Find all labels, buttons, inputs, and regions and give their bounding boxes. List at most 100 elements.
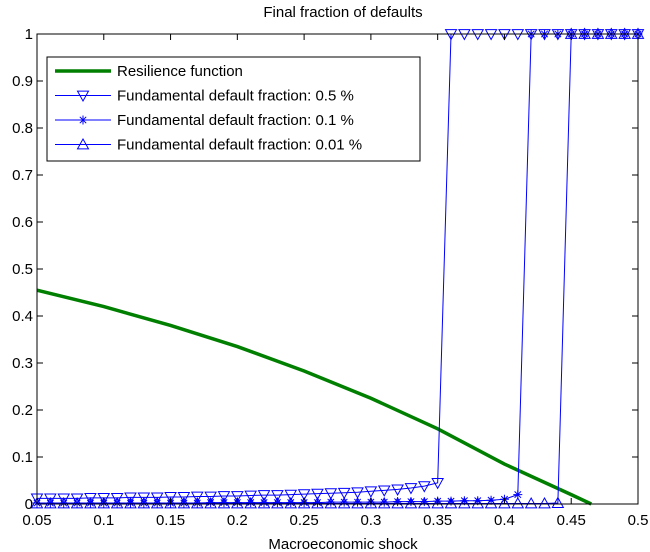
data-point-3-8 xyxy=(137,497,151,509)
x-tick-label: 0.35 xyxy=(423,512,452,529)
data-point-1-28 xyxy=(404,483,418,495)
data-point-3-12 xyxy=(190,497,204,509)
data-point-3-43 xyxy=(604,27,618,39)
data-point-1-27 xyxy=(391,484,404,496)
data-point-2-26 xyxy=(379,497,389,507)
legend-item-0: Resilience function xyxy=(55,63,243,80)
data-point-1-29 xyxy=(417,481,431,493)
data-point-3-35 xyxy=(498,497,511,509)
data-point-2-28 xyxy=(406,497,416,507)
data-point-3-5 xyxy=(97,497,111,509)
legend-marker xyxy=(78,115,88,125)
y-tick-label: 0.9 xyxy=(12,73,33,90)
data-point-1-12 xyxy=(190,491,204,504)
x-tick-label: 0.4 xyxy=(494,512,515,529)
data-point-3-42 xyxy=(591,27,605,39)
data-point-2-36 xyxy=(513,490,523,500)
data-point-1-26 xyxy=(377,485,391,497)
data-point-3-34 xyxy=(484,497,498,509)
data-point-1-25 xyxy=(364,486,378,498)
y-tick-label: 0.1 xyxy=(12,449,33,466)
data-point-3-37 xyxy=(524,497,538,509)
data-point-3-19 xyxy=(284,497,298,509)
data-point-3-21 xyxy=(311,497,324,509)
data-point-2-14 xyxy=(219,498,229,508)
data-point-3-11 xyxy=(177,497,191,509)
data-point-3-15 xyxy=(230,497,244,509)
data-point-3-26 xyxy=(377,497,391,509)
data-point-1-5 xyxy=(97,492,111,505)
x-tick-label: 0.25 xyxy=(290,512,319,529)
data-point-1-13 xyxy=(204,491,217,504)
y-tick-label: 0.6 xyxy=(12,214,33,231)
data-point-1-34 xyxy=(484,29,498,41)
data-point-1-8 xyxy=(137,492,151,504)
data-point-1-30 xyxy=(431,477,445,490)
x-tick-label: 0.3 xyxy=(360,512,381,529)
data-point-2-19 xyxy=(286,498,296,508)
data-point-3-18 xyxy=(271,497,284,509)
x-tick-label: 0.1 xyxy=(93,512,114,529)
data-point-1-24 xyxy=(351,487,364,499)
data-point-3-17 xyxy=(257,497,271,509)
data-point-1-4 xyxy=(84,492,97,505)
data-point-1-35 xyxy=(498,29,511,41)
data-point-3-41 xyxy=(578,27,591,39)
data-point-3-20 xyxy=(297,497,311,509)
data-point-1-20 xyxy=(297,489,311,501)
x-tick-label: 0.5 xyxy=(628,512,649,529)
data-point-1-32 xyxy=(458,29,471,41)
data-point-2-24 xyxy=(353,497,363,507)
y-tick-label: 0 xyxy=(25,496,33,513)
data-point-2-32 xyxy=(459,496,469,506)
data-point-3-2 xyxy=(57,497,71,509)
data-point-1-3 xyxy=(70,493,84,505)
data-point-3-29 xyxy=(417,497,431,509)
y-tick-label: 0.8 xyxy=(12,120,33,137)
data-point-1-21 xyxy=(311,488,324,501)
legend-marker xyxy=(76,90,90,103)
data-point-2-34 xyxy=(486,495,496,505)
y-tick-label: 0.4 xyxy=(12,308,33,325)
data-point-2-27 xyxy=(393,497,403,507)
data-point-2-18 xyxy=(272,498,282,508)
data-point-1-15 xyxy=(230,491,244,503)
data-point-2-29 xyxy=(419,497,429,507)
y-tick-label: 0.7 xyxy=(12,167,33,184)
data-point-3-44 xyxy=(618,27,631,39)
x-axis-label: Macroeconomic shock xyxy=(268,536,418,552)
data-point-3-10 xyxy=(164,497,177,509)
data-point-2-21 xyxy=(312,498,322,508)
data-point-1-9 xyxy=(150,492,164,504)
data-point-1-14 xyxy=(217,491,231,503)
legend-item-1: Fundamental default fraction: 0.5 % xyxy=(55,88,354,105)
data-point-1-31 xyxy=(444,29,458,41)
data-point-1-19 xyxy=(284,489,298,502)
data-point-3-6 xyxy=(110,497,124,509)
series-line-0 xyxy=(36,288,593,506)
x-tick-label: 0.45 xyxy=(557,512,586,529)
data-point-3-1 xyxy=(44,497,57,509)
data-point-1-1 xyxy=(44,493,57,505)
legend-label: Fundamental default fraction: 0.01 % xyxy=(117,137,362,154)
data-point-3-33 xyxy=(471,497,485,509)
legend-box xyxy=(46,56,421,162)
data-point-1-17 xyxy=(257,490,271,502)
data-point-1-7 xyxy=(124,492,137,504)
data-point-2-16 xyxy=(246,498,256,508)
y-tick-label: 0.5 xyxy=(12,261,33,278)
y-tick-label: 0.2 xyxy=(12,402,33,419)
data-point-1-16 xyxy=(244,490,258,503)
data-point-3-9 xyxy=(150,497,164,509)
legend: Resilience function Fundamental default f… xyxy=(46,56,421,162)
data-point-3-30 xyxy=(431,497,445,509)
data-point-1-36 xyxy=(511,29,525,41)
axes: 0.05 0.1 0.15 0.2 0.25 0.3 0.35 0.4 0.45 0.5 0 0.1 0… xyxy=(12,26,648,529)
data-point-1-10 xyxy=(164,492,177,504)
data-point-2-33 xyxy=(473,496,483,506)
data-point-3-25 xyxy=(364,497,378,509)
data-point-2-13 xyxy=(206,498,216,508)
data-point-3-3 xyxy=(70,497,84,509)
data-point-1-23 xyxy=(337,487,351,500)
